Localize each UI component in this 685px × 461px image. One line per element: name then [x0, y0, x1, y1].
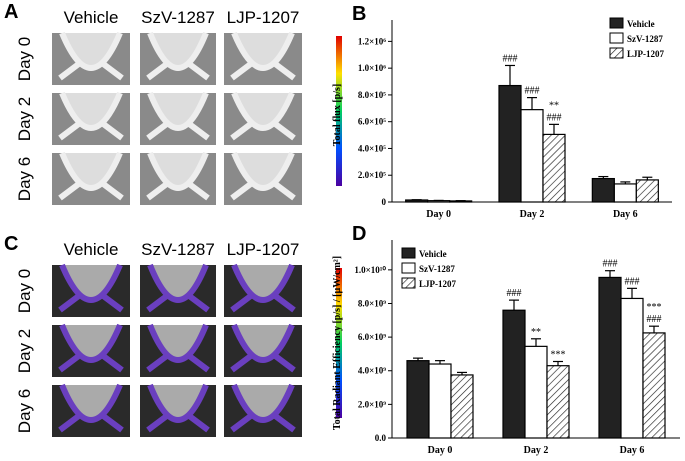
bar: [635, 179, 659, 203]
significance-label: ###: [625, 276, 640, 287]
photo-subject: [146, 91, 210, 141]
significance-label: ###: [503, 53, 518, 64]
y-tick-label: 6.0×10⁹: [358, 332, 386, 342]
legend-label: Vehicle: [419, 249, 447, 259]
legend-label: SzV-1287: [627, 34, 663, 44]
photo-subject: [58, 263, 124, 313]
photo-subject: [58, 31, 124, 81]
x-tick-label: Day 0: [426, 209, 451, 220]
bar: [542, 133, 566, 203]
legend-swatch: [609, 32, 624, 44]
bar: [406, 360, 430, 439]
row-label: Day 2: [15, 97, 34, 141]
y-tick-label: 0.0: [375, 433, 387, 443]
bar: [502, 309, 526, 439]
bar: [405, 199, 429, 203]
bar: [520, 109, 544, 203]
column-label: LJP-1207: [227, 8, 300, 27]
row-label: Day 6: [15, 389, 34, 433]
legend-swatch: [401, 262, 416, 274]
y-tick-label: 2.0×10⁵: [358, 170, 386, 180]
y-tick-label: 4.0×10⁹: [358, 366, 386, 376]
photo-subject: [146, 31, 210, 81]
y-tick-label: 8.0×10⁹: [358, 298, 386, 308]
legend-swatch: [609, 47, 624, 59]
photo-subject: [146, 263, 210, 313]
photo-subject: [230, 323, 296, 373]
y-tick-label: 1.2×10⁶: [358, 36, 386, 46]
photo-subject: [230, 263, 296, 313]
significance-label: **: [549, 100, 559, 111]
panel-letter: D: [352, 223, 366, 245]
legend-label: LJP-1207: [627, 49, 664, 59]
bar: [428, 363, 452, 439]
column-label: SzV-1287: [141, 8, 215, 27]
row-label: Day 0: [15, 269, 34, 313]
legend-swatch: [401, 277, 416, 289]
photo-subject: [58, 323, 124, 373]
y-tick-label: 4.0×10⁵: [358, 143, 386, 153]
x-tick-label: Day 2: [524, 445, 549, 456]
column-label: Vehicle: [64, 240, 119, 259]
y-tick-label: 0: [382, 197, 387, 207]
photo-subject: [230, 31, 296, 81]
y-axis-label: Total Radiant Efficiency [p/s] / [µW/cm²…: [332, 256, 343, 430]
legend-swatch: [609, 17, 624, 29]
bar: [524, 345, 548, 439]
y-tick-label: 2.0×10⁹: [358, 399, 386, 409]
column-label: Vehicle: [64, 8, 119, 27]
photo-subject: [58, 91, 124, 141]
column-label: SzV-1287: [141, 240, 215, 259]
x-tick-label: Day 6: [613, 209, 638, 220]
x-tick-label: Day 0: [428, 445, 453, 456]
photo-subject: [230, 383, 296, 433]
legend-label: Vehicle: [627, 19, 655, 29]
y-tick-label: 8.0×10⁵: [358, 90, 386, 100]
bar: [450, 374, 474, 439]
bar: [427, 200, 451, 203]
y-tick-label: 6.0×10⁵: [358, 117, 386, 127]
bar: [598, 276, 622, 439]
row-label: Day 6: [15, 157, 34, 201]
y-axis-label: Total flux [p/s]: [332, 84, 343, 146]
colorbar: [336, 36, 342, 186]
bar: [498, 84, 522, 203]
photo-subject: [146, 151, 210, 201]
photo-subject: [146, 383, 210, 433]
panel-letter: B: [352, 3, 366, 25]
significance-label: ###: [547, 112, 562, 123]
panel-letter: C: [4, 233, 18, 255]
bar: [620, 297, 644, 439]
bar: [591, 177, 615, 203]
photo-subject: [58, 151, 124, 201]
photo-subject: [58, 383, 124, 433]
y-tick-label: 1.0×10⁶: [358, 63, 386, 73]
panel-letter: A: [4, 1, 18, 23]
bar: [546, 365, 570, 439]
legend-swatch: [401, 247, 416, 259]
significance-label: ###: [647, 314, 662, 325]
column-label: LJP-1207: [227, 240, 300, 259]
significance-label: ***: [647, 302, 662, 313]
photo-subject: [230, 151, 296, 201]
significance-label: ###: [603, 259, 618, 270]
significance-label: ###: [507, 288, 522, 299]
photo-subject: [230, 91, 296, 141]
legend-label: LJP-1207: [419, 279, 456, 289]
significance-label: ###: [525, 86, 540, 97]
bar: [449, 200, 473, 203]
x-tick-label: Day 6: [620, 445, 645, 456]
significance-label: **: [531, 327, 541, 338]
legend-label: SzV-1287: [419, 264, 455, 274]
colorbar: [336, 268, 342, 418]
y-tick-label: 1.0×10¹⁰: [354, 265, 386, 275]
significance-label: ***: [551, 349, 566, 360]
bar: [642, 332, 666, 439]
row-label: Day 2: [15, 329, 34, 373]
row-label: Day 0: [15, 37, 34, 81]
bar: [613, 183, 637, 203]
photo-subject: [146, 323, 210, 373]
x-tick-label: Day 2: [520, 209, 545, 220]
